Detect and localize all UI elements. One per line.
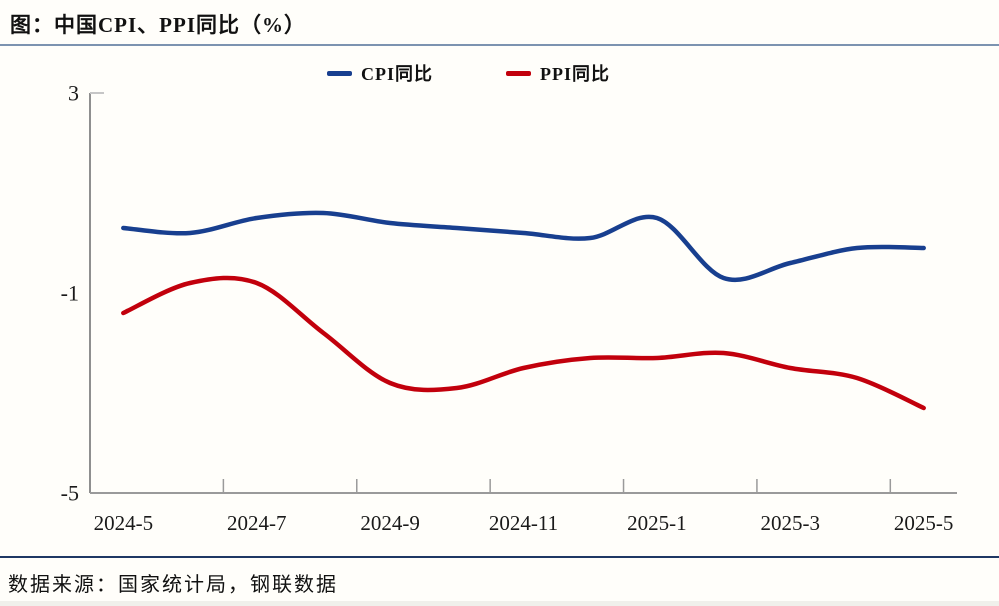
x-axis-label: 2024-7 — [227, 511, 287, 535]
y-axis-label: 3 — [68, 81, 79, 106]
cpi-series-line — [121, 210, 926, 282]
y-axis-label: -1 — [61, 281, 79, 306]
data-source-caption: 数据来源：国家统计局，钢联数据 — [8, 574, 338, 596]
x-axis-label: 2024-9 — [360, 511, 420, 535]
legend-label-cpi: CPI同比 — [361, 64, 433, 84]
source-divider-line — [0, 556, 999, 558]
chart-legend: CPI同比 PPI同比 — [327, 60, 610, 86]
x-axis-label: 2024-5 — [94, 511, 154, 535]
x-axis-label: 2025-1 — [627, 511, 687, 535]
ppi-line-swatch-icon — [506, 70, 531, 76]
y-axis-label: -5 — [61, 481, 79, 506]
page-bottom-edge — [0, 601, 999, 606]
x-axis-label: 2024-11 — [489, 511, 558, 535]
chart-title: 图：中国CPI、PPI同比（%） — [10, 13, 306, 37]
legend-label-ppi: PPI同比 — [540, 64, 610, 84]
x-axis-label: 2025-3 — [761, 511, 821, 535]
legend-item-cpi: CPI同比 — [327, 60, 433, 86]
legend-item-ppi: PPI同比 — [506, 60, 610, 86]
title-divider-line — [0, 44, 999, 46]
ppi-series-line — [121, 275, 926, 411]
x-axis-label: 2025-5 — [894, 511, 954, 535]
cpi-line-swatch-icon — [327, 70, 352, 76]
